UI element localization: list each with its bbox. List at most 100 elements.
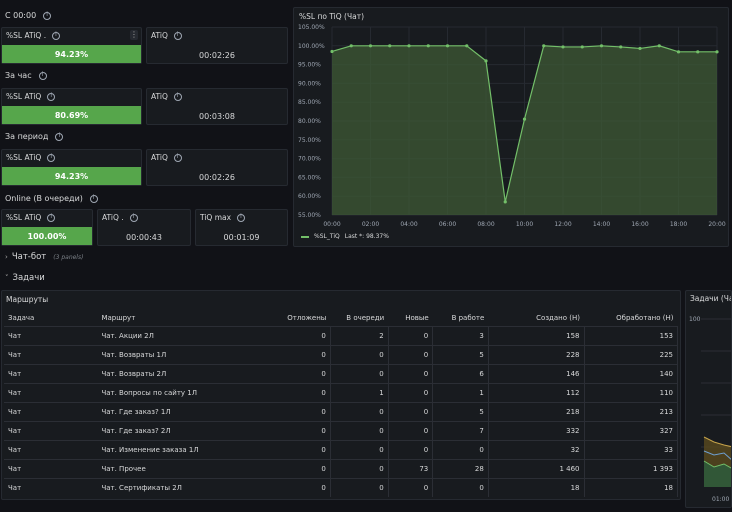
row-chatbot[interactable]: › Чат-бот (3 panels): [5, 252, 84, 262]
series-area: [332, 45, 717, 215]
table-row[interactable]: Чат Чат. Возвраты 2Л 0 0 0 6 146 140: [4, 363, 678, 383]
x-tick-label: 18:00: [670, 221, 687, 228]
table-row[interactable]: Чат Чат. Прочее 0 0 73 28 1 460 1 393: [4, 458, 678, 478]
table-cell: 158: [488, 325, 585, 345]
data-point[interactable]: [426, 44, 430, 48]
section-title-since-midnight: С 00:00: [5, 11, 52, 20]
data-point[interactable]: [503, 200, 507, 204]
data-point[interactable]: [676, 50, 681, 54]
info-icon[interactable]: [129, 213, 138, 222]
data-point[interactable]: [349, 44, 353, 48]
info-icon[interactable]: [52, 31, 61, 40]
data-point[interactable]: [599, 44, 604, 48]
table-cell: 1: [330, 382, 389, 402]
stat-panel-atiq-r2[interactable]: ATiQ 00:03:08: [146, 88, 288, 125]
table-cell: 3: [432, 325, 489, 345]
y-tick-label: 55.00%: [298, 212, 321, 219]
stat-panel-sl-r2[interactable]: %SL ATiQ 80.69%: [1, 88, 142, 125]
data-point[interactable]: [368, 44, 373, 48]
data-point[interactable]: [407, 44, 411, 48]
table-row[interactable]: Чат Чат. Где заказ? 1Л 0 0 0 5 218 213: [4, 401, 678, 421]
table-cell: 33: [584, 439, 678, 459]
info-icon[interactable]: [38, 71, 47, 80]
stat-panel-sl-r1[interactable]: %SL ATiQ . ⋮ 94.23%: [1, 27, 142, 64]
info-icon[interactable]: [173, 31, 182, 40]
stat-panel-sl-r4[interactable]: %SL ATiQ 100.00%: [1, 209, 93, 246]
x-tick-label: 16:00: [631, 221, 648, 228]
info-icon[interactable]: [47, 213, 56, 222]
column-header[interactable]: В работе: [451, 314, 485, 323]
table-row[interactable]: Чат Чат. Вопросы по сайту 1Л 0 1 0 1 112 110: [4, 382, 678, 402]
column-header[interactable]: Новые: [405, 314, 429, 323]
stat-panel-tiq-max[interactable]: TiQ max 00:01:09: [195, 209, 288, 246]
row-tasks[interactable]: ˅ Задачи: [5, 273, 45, 283]
x-tick-label: 01:00: [712, 496, 729, 503]
stat-panel-atiq-r1[interactable]: ATiQ 00:02:26: [146, 27, 288, 64]
stat-value: 94.23%: [2, 167, 141, 185]
info-icon[interactable]: [43, 11, 52, 20]
info-icon[interactable]: [47, 153, 56, 162]
table-row[interactable]: Чат Чат. Изменение заказа 1Л 0 0 0 0 32 33: [4, 439, 678, 459]
data-point[interactable]: [330, 49, 334, 54]
table-cell: 0: [251, 420, 331, 440]
chart-legend[interactable]: %SL_TiQ Last *: 98.37%: [301, 233, 389, 240]
table-row[interactable]: Чат Чат. Возвраты 1Л 0 0 0 5 228 225: [4, 344, 678, 364]
table-cell: 0: [388, 382, 434, 402]
column-header[interactable]: В очереди: [346, 314, 385, 323]
table-cell: 218: [488, 401, 585, 421]
column-header[interactable]: Создано (Н): [536, 314, 580, 323]
info-icon[interactable]: [173, 92, 182, 101]
info-icon[interactable]: [55, 132, 64, 141]
table-cell: Чат. Где заказ? 1Л: [97, 401, 252, 421]
sl-tiq-chart-panel[interactable]: %SL по TiQ (Чат) 105.00% 100.00% 95.00% 90.…: [293, 7, 729, 247]
section-title-last-hour: За час: [5, 71, 47, 80]
table-header-row: Задача Маршрут Отложены В очереди Новые В раб…: [4, 311, 678, 326]
data-point[interactable]: [542, 44, 546, 48]
data-point[interactable]: [445, 44, 450, 48]
series-line-blue: [703, 450, 731, 460]
tasks-chart-panel[interactable]: Задачи (Чат 100 01:00: [685, 290, 732, 508]
stat-panel-atiq-r3[interactable]: ATiQ 00:02:26: [146, 149, 288, 186]
table-row[interactable]: Чат Чат. Акции 2Л 0 2 0 3 158 153: [4, 325, 678, 345]
table-row[interactable]: Чат Чат. Сертификаты 2Л 0 0 0 0 18 18: [4, 477, 678, 497]
y-tick-label: 75.00%: [298, 137, 321, 144]
data-point[interactable]: [619, 45, 623, 49]
data-point[interactable]: [465, 44, 469, 48]
table-cell: 32: [488, 439, 585, 459]
table-cell: 0: [432, 477, 489, 497]
table-cell: 18: [488, 477, 585, 497]
stat-panel-sl-r3[interactable]: %SL ATiQ 94.23%: [1, 149, 142, 186]
table-cell: Чат. Изменение заказа 1Л: [97, 439, 252, 459]
data-point[interactable]: [561, 45, 565, 49]
info-icon[interactable]: [89, 194, 98, 203]
column-header[interactable]: Задача: [8, 314, 35, 323]
column-header[interactable]: Обработано (Н): [616, 314, 674, 323]
info-icon[interactable]: [47, 92, 56, 101]
data-point[interactable]: [638, 46, 642, 51]
stat-panel-atiq-r4[interactable]: ATiQ . 00:00:43: [97, 209, 191, 246]
info-icon[interactable]: [173, 153, 182, 162]
data-point[interactable]: [657, 44, 661, 48]
table-cell: 0: [432, 439, 489, 459]
series-line-orange: [703, 436, 731, 448]
table-row[interactable]: Чат Чат. Где заказ? 2Л 0 0 0 7 332 327: [4, 420, 678, 440]
stat-value: 00:00:43: [126, 233, 162, 242]
data-point[interactable]: [696, 50, 700, 54]
data-point[interactable]: [715, 50, 719, 54]
table-cell: 0: [251, 439, 331, 459]
data-point[interactable]: [484, 59, 488, 63]
routes-table-panel[interactable]: Маршруты Задача Маршрут Отложены В очереди Н…: [1, 290, 681, 500]
data-point[interactable]: [580, 45, 584, 49]
panel-menu-icon[interactable]: ⋮: [130, 30, 138, 40]
x-tick-label: 02:00: [362, 221, 379, 228]
column-header[interactable]: Отложены: [287, 314, 327, 323]
data-point[interactable]: [522, 117, 527, 121]
data-point[interactable]: [388, 44, 392, 48]
column-header[interactable]: Маршрут: [101, 314, 136, 323]
table-cell: 1 393: [584, 458, 678, 478]
table-cell: 2: [330, 325, 389, 345]
table-cell: 153: [584, 325, 678, 345]
table-cell: 332: [488, 420, 585, 440]
y-tick-label: 60.00%: [298, 193, 321, 200]
info-icon[interactable]: [237, 213, 246, 222]
